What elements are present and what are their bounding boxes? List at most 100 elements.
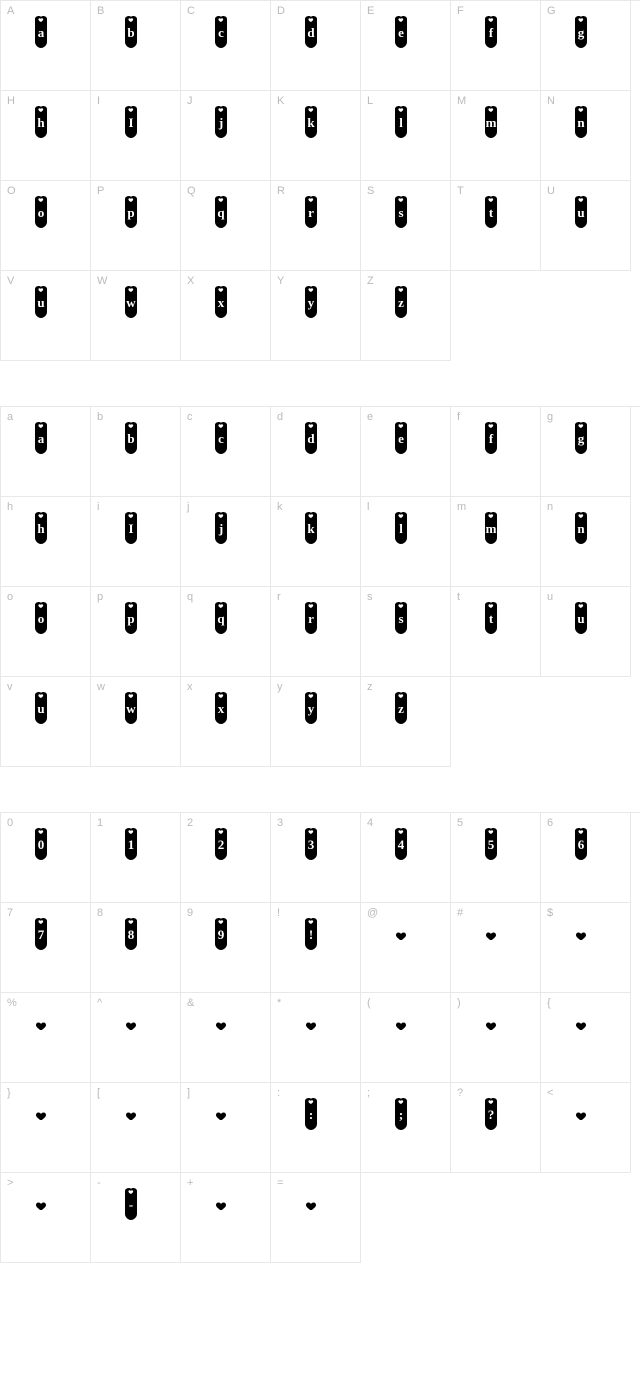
- glyph-icon: w: [117, 692, 145, 726]
- char-cell[interactable]: 4 4: [361, 813, 451, 903]
- char-cell[interactable]: K k: [271, 91, 361, 181]
- char-cell[interactable]: f f: [451, 407, 541, 497]
- svg-text:g: g: [578, 25, 585, 40]
- char-cell[interactable]: e e: [361, 407, 451, 497]
- char-cell[interactable]: a a: [1, 407, 91, 497]
- char-cell[interactable]: q q: [181, 587, 271, 677]
- char-cell[interactable]: P p: [91, 181, 181, 271]
- svg-text:x: x: [218, 295, 225, 310]
- cell-key-label: P: [97, 185, 104, 197]
- char-cell[interactable]: ): [451, 993, 541, 1083]
- char-cell[interactable]: S s: [361, 181, 451, 271]
- char-cell[interactable]: 9 9: [181, 903, 271, 993]
- char-cell[interactable]: z z: [361, 677, 451, 767]
- char-cell[interactable]: Y y: [271, 271, 361, 361]
- char-cell[interactable]: $: [541, 903, 631, 993]
- char-cell[interactable]: @: [361, 903, 451, 993]
- char-cell[interactable]: r r: [271, 587, 361, 677]
- char-cell[interactable]: g g: [541, 407, 631, 497]
- char-cell[interactable]: w w: [91, 677, 181, 767]
- char-cell[interactable]: F f: [451, 1, 541, 91]
- char-cell[interactable]: k k: [271, 497, 361, 587]
- char-cell[interactable]: R r: [271, 181, 361, 271]
- char-cell[interactable]: L l: [361, 91, 451, 181]
- char-cell[interactable]: s s: [361, 587, 451, 677]
- char-cell[interactable]: <: [541, 1083, 631, 1173]
- char-cell[interactable]: 3 3: [271, 813, 361, 903]
- cell-key-label: @: [367, 907, 378, 919]
- glyph-icon: I: [117, 512, 145, 546]
- char-cell[interactable]: h h: [1, 497, 91, 587]
- char-cell[interactable]: [: [91, 1083, 181, 1173]
- char-cell[interactable]: ^: [91, 993, 181, 1083]
- cell-key-label: ): [457, 997, 461, 1009]
- char-cell[interactable]: b b: [91, 407, 181, 497]
- glyph-icon: ?: [477, 1098, 505, 1132]
- svg-text:3: 3: [308, 837, 315, 852]
- char-cell[interactable]: }: [1, 1083, 91, 1173]
- char-cell[interactable]: 7 7: [1, 903, 91, 993]
- char-cell[interactable]: {: [541, 993, 631, 1083]
- char-cell[interactable]: O o: [1, 181, 91, 271]
- cell-key-label: h: [7, 501, 13, 513]
- cell-key-label: F: [457, 5, 464, 17]
- char-cell[interactable]: I I: [91, 91, 181, 181]
- char-cell[interactable]: =: [271, 1173, 361, 1263]
- char-cell[interactable]: V u: [1, 271, 91, 361]
- glyph-icon: [27, 1098, 55, 1132]
- char-cell[interactable]: Z z: [361, 271, 451, 361]
- char-cell[interactable]: E e: [361, 1, 451, 91]
- char-cell[interactable]: j j: [181, 497, 271, 587]
- char-cell[interactable]: 1 1: [91, 813, 181, 903]
- char-cell[interactable]: T t: [451, 181, 541, 271]
- char-cell[interactable]: d d: [271, 407, 361, 497]
- char-cell[interactable]: ? ?: [451, 1083, 541, 1173]
- char-cell[interactable]: 6 6: [541, 813, 631, 903]
- char-cell[interactable]: t t: [451, 587, 541, 677]
- char-cell[interactable]: l l: [361, 497, 451, 587]
- char-cell[interactable]: D d: [271, 1, 361, 91]
- char-cell[interactable]: o o: [1, 587, 91, 677]
- char-cell[interactable]: x x: [181, 677, 271, 767]
- char-cell[interactable]: +: [181, 1173, 271, 1263]
- char-cell[interactable]: 0 0: [1, 813, 91, 903]
- char-cell[interactable]: U u: [541, 181, 631, 271]
- char-cell[interactable]: 5 5: [451, 813, 541, 903]
- char-cell[interactable]: J j: [181, 91, 271, 181]
- char-cell[interactable]: B b: [91, 1, 181, 91]
- char-cell[interactable]: (: [361, 993, 451, 1083]
- char-cell[interactable]: A a: [1, 1, 91, 91]
- char-cell[interactable]: 8 8: [91, 903, 181, 993]
- char-cell[interactable]: #: [451, 903, 541, 993]
- svg-text:8: 8: [128, 927, 135, 942]
- char-cell[interactable]: v u: [1, 677, 91, 767]
- char-cell[interactable]: X x: [181, 271, 271, 361]
- char-cell[interactable]: W w: [91, 271, 181, 361]
- char-cell[interactable]: u u: [541, 587, 631, 677]
- char-cell[interactable]: n n: [541, 497, 631, 587]
- char-cell[interactable]: : :: [271, 1083, 361, 1173]
- char-cell[interactable]: C c: [181, 1, 271, 91]
- char-cell[interactable]: N n: [541, 91, 631, 181]
- char-cell[interactable]: M m: [451, 91, 541, 181]
- glyph-icon: b: [117, 16, 145, 50]
- char-cell[interactable]: ]: [181, 1083, 271, 1173]
- char-cell[interactable]: - -: [91, 1173, 181, 1263]
- svg-text:e: e: [398, 25, 404, 40]
- char-cell[interactable]: c c: [181, 407, 271, 497]
- char-cell[interactable]: 2 2: [181, 813, 271, 903]
- svg-text:q: q: [217, 205, 225, 220]
- char-cell[interactable]: y y: [271, 677, 361, 767]
- char-cell[interactable]: i I: [91, 497, 181, 587]
- char-cell[interactable]: &: [181, 993, 271, 1083]
- char-cell[interactable]: %: [1, 993, 91, 1083]
- char-cell[interactable]: Q q: [181, 181, 271, 271]
- char-cell[interactable]: ! !: [271, 903, 361, 993]
- char-cell[interactable]: H h: [1, 91, 91, 181]
- char-cell[interactable]: p p: [91, 587, 181, 677]
- char-cell[interactable]: >: [1, 1173, 91, 1263]
- char-cell[interactable]: G g: [541, 1, 631, 91]
- char-cell[interactable]: m m: [451, 497, 541, 587]
- char-cell[interactable]: ; ;: [361, 1083, 451, 1173]
- char-cell[interactable]: *: [271, 993, 361, 1083]
